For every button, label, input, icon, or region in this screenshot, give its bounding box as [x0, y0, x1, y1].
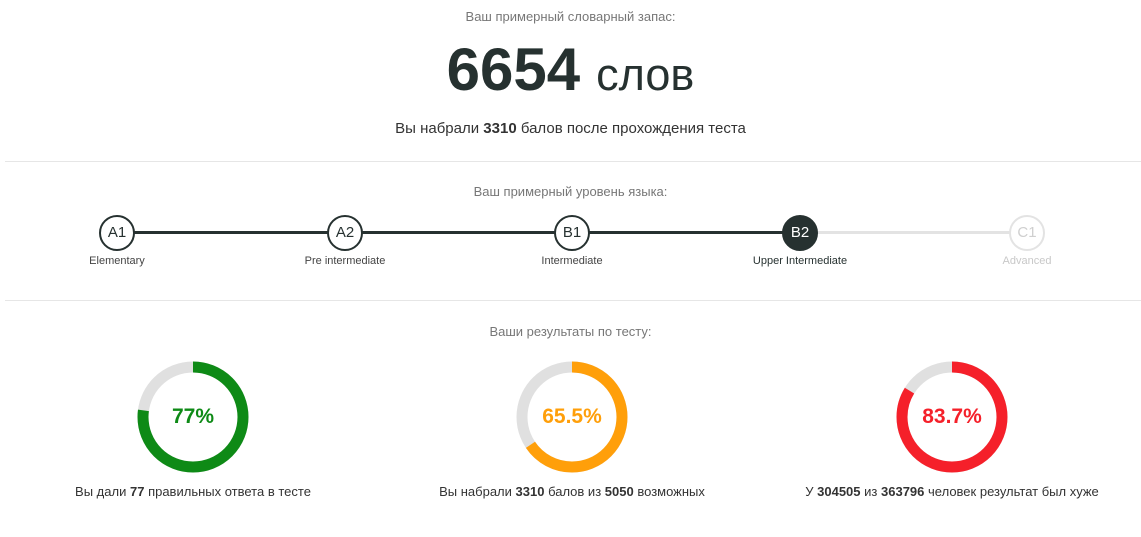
- level-node-b1: B1: [554, 215, 590, 251]
- caption-text: возможных: [637, 484, 705, 499]
- vocabulary-count-number: 6654: [446, 36, 581, 103]
- percentile-donut: 83.7%: [896, 361, 1008, 473]
- level-name-a2: Pre intermediate: [304, 255, 386, 267]
- caption-number: 3310: [515, 484, 545, 499]
- level-node-a1: A1: [99, 215, 135, 251]
- caption-text: человек результат был хуже: [928, 484, 1099, 499]
- vocabulary-count-unit: слов: [596, 49, 695, 100]
- points-caption: Вы набрали 3310 балов из 5050 возможных: [382, 484, 762, 499]
- section-divider: [5, 161, 1141, 162]
- score-summary-suffix: балов после прохождения теста: [520, 120, 746, 137]
- caption-number: 363796: [881, 484, 925, 499]
- donut-arc: [896, 361, 1008, 473]
- level-name-b2: Upper Intermediate: [752, 255, 848, 267]
- points-donut-chart: [516, 361, 628, 473]
- level-node-a2: A2: [327, 215, 363, 251]
- correct-answers-donut-chart: [137, 361, 249, 473]
- percentile-caption: У 304505 из 363796 человек результат был…: [762, 484, 1141, 499]
- level-track-segment: [117, 231, 345, 234]
- caption-text: У: [805, 484, 814, 499]
- percentile-percent: 83.7%: [922, 405, 982, 428]
- level-name-c1: Advanced: [1002, 255, 1052, 267]
- donut-arc: [516, 361, 628, 473]
- caption-text: Вы набрали: [439, 484, 512, 499]
- level-name-b1: Intermediate: [541, 255, 603, 267]
- vocabulary-count: 6654 слов: [0, 36, 1141, 120]
- points-donut: 65.5%: [516, 361, 628, 473]
- level-label: Ваш примерный уровень языка:: [473, 184, 668, 199]
- correct-answers-percent: 77%: [171, 405, 215, 428]
- caption-text: балов из: [548, 484, 602, 499]
- vocabulary-label: Ваш примерный словарный запас:: [465, 9, 676, 24]
- level-track-segment: [345, 231, 572, 234]
- results-label: Ваши результаты по тесту:: [489, 324, 652, 339]
- score-summary-value: 3310: [483, 120, 517, 137]
- percentile-donut-chart: [896, 361, 1008, 473]
- caption-number: 77: [129, 484, 145, 499]
- caption-number: 5050: [604, 484, 634, 499]
- level-track-segment: [800, 231, 1027, 234]
- correct-answers-caption: Вы дали 77 правильных ответа в тесте: [3, 484, 383, 499]
- caption-text: из: [864, 484, 878, 499]
- correct-answers-donut: 77%: [137, 361, 249, 473]
- caption-text: правильных ответа в тесте: [148, 484, 311, 499]
- level-name-a1: Elementary: [89, 255, 145, 267]
- points-percent: 65.5%: [542, 405, 602, 428]
- section-divider: [5, 300, 1141, 301]
- caption-number: 304505: [817, 484, 861, 499]
- score-summary: Вы набрали 3310 балов после прохождения …: [0, 120, 1141, 137]
- result-percentile: 83.7% У 304505 из 363796 человек результ…: [762, 361, 1141, 499]
- result-points: 65.5% Вы набрали 3310 балов из 5050 возм…: [382, 361, 762, 499]
- level-node-b2: B2: [782, 215, 818, 251]
- level-track-segment: [572, 231, 800, 234]
- score-summary-prefix: Вы набрали: [395, 120, 480, 137]
- level-node-c1: C1: [1009, 215, 1045, 251]
- caption-text: Вы дали: [75, 484, 127, 499]
- result-correct-answers: 77% Вы дали 77 правильных ответа в тесте: [3, 361, 383, 499]
- donut-arc: [137, 361, 249, 473]
